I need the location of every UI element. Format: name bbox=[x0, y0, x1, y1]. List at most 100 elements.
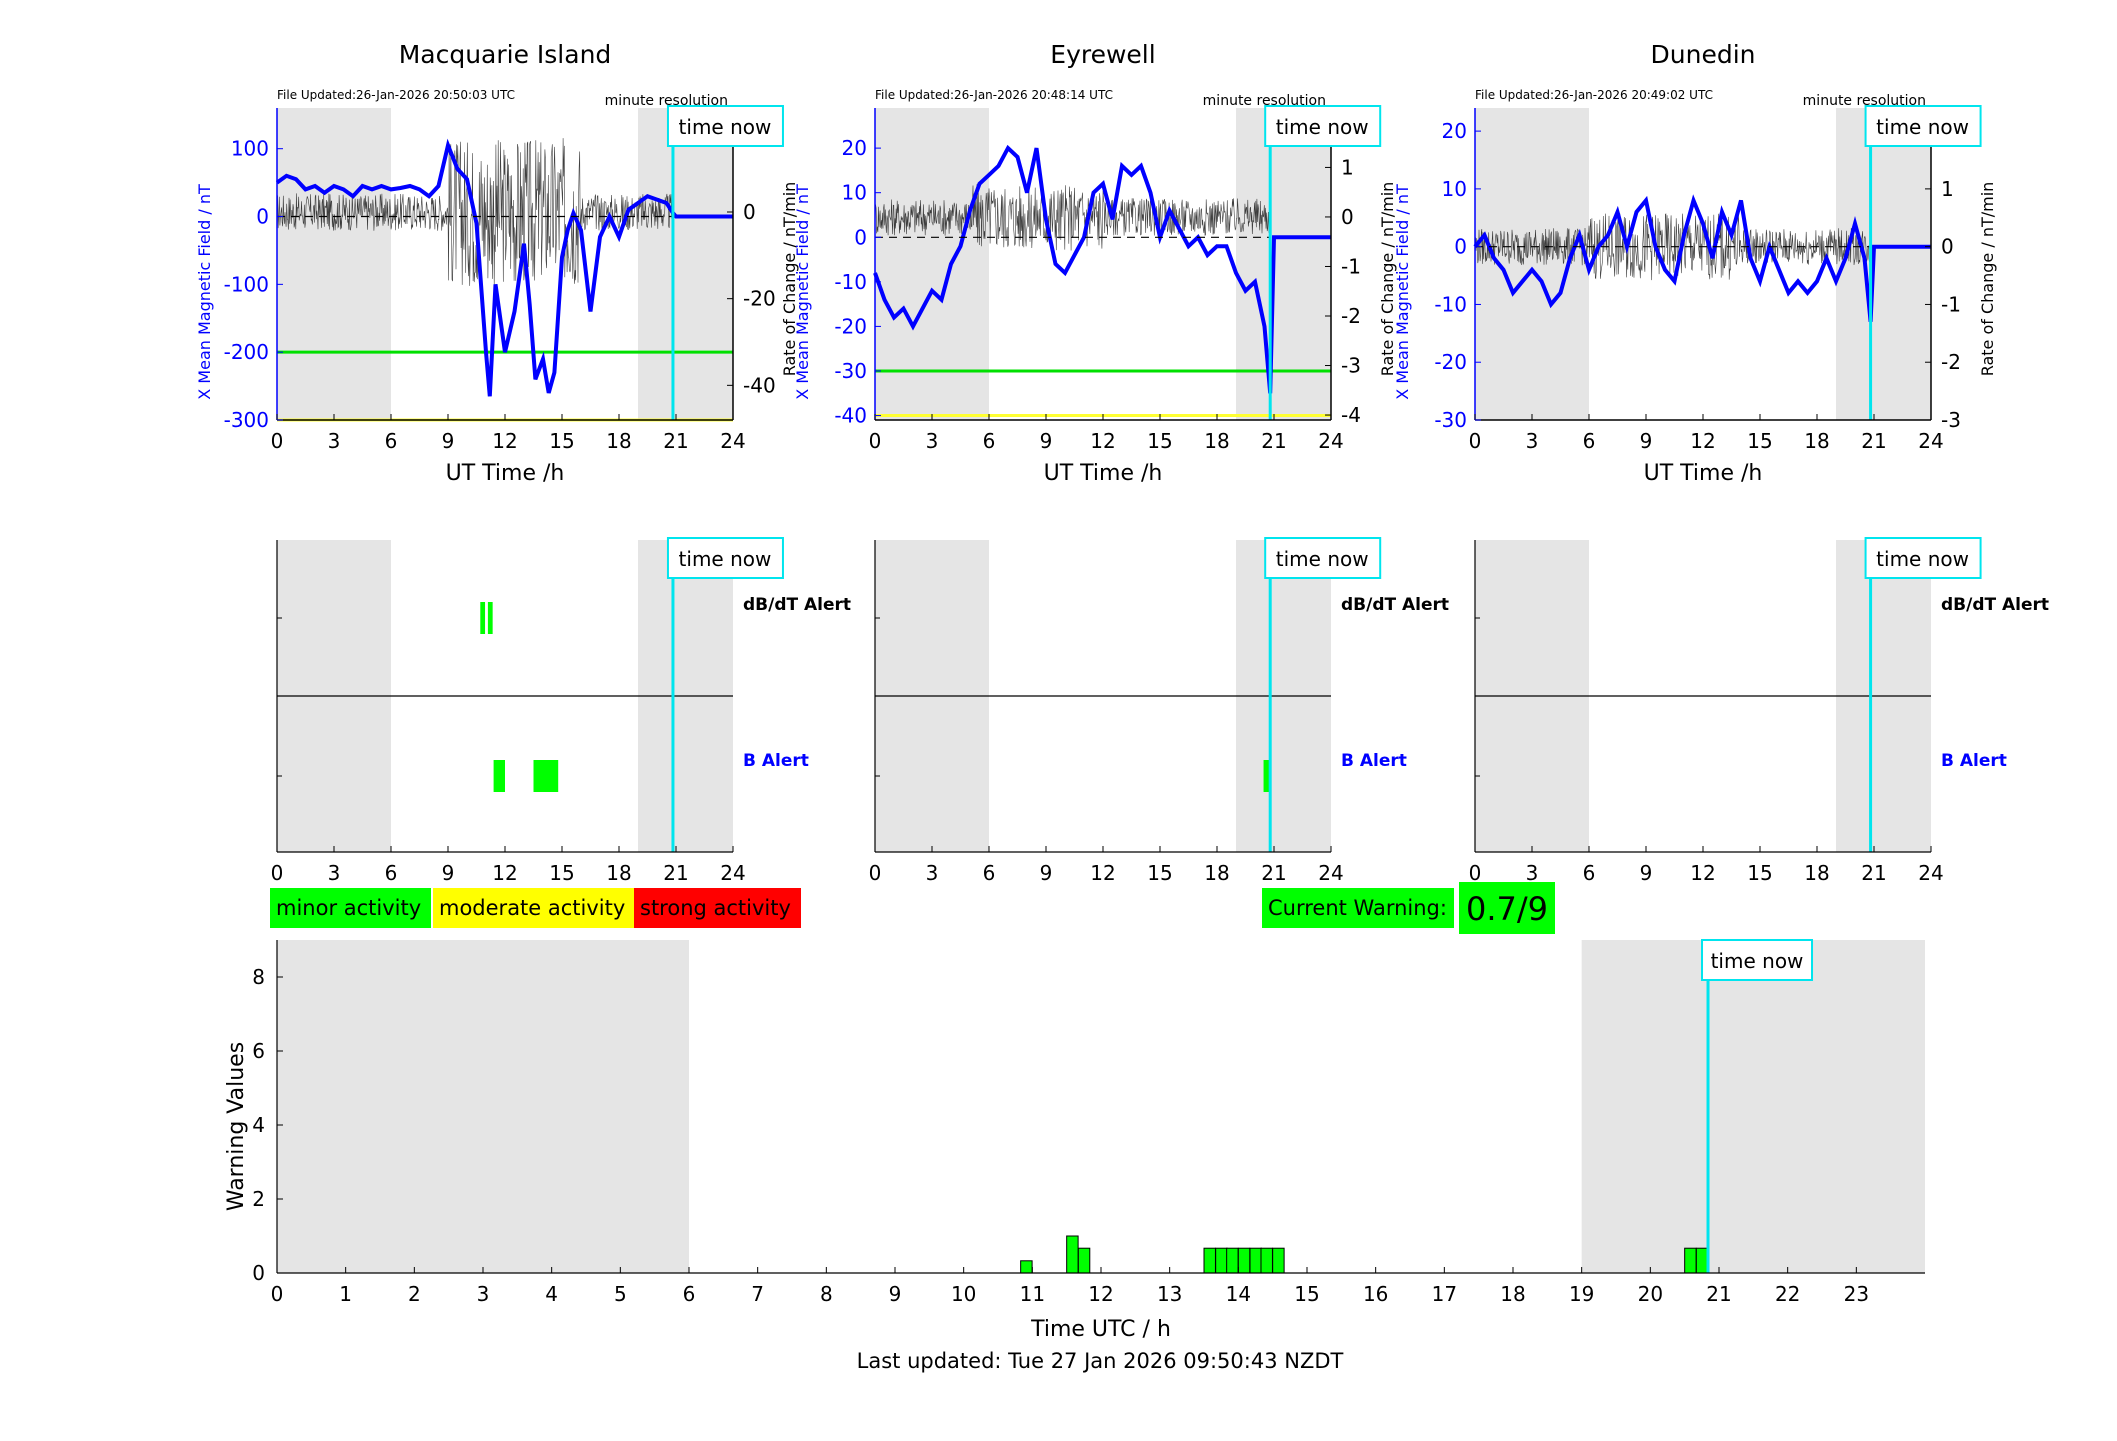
warning-bar bbox=[1237, 1247, 1251, 1274]
x-tick-label: 23 bbox=[1844, 1282, 1869, 1306]
current-warning: Current Warning: 0.7/9 bbox=[1262, 882, 1555, 934]
y-tick-label-right: -1 bbox=[1941, 292, 1961, 316]
legend-label: moderate activity bbox=[439, 896, 625, 920]
x-tick-label: 0 bbox=[1469, 861, 1482, 885]
panel-title: Dunedin bbox=[1651, 40, 1756, 69]
time-now-label: time now bbox=[679, 547, 772, 571]
x-tick-label: 24 bbox=[720, 429, 745, 453]
x-tick-label: 6 bbox=[385, 429, 398, 453]
x-tick-label: 2 bbox=[408, 1282, 421, 1306]
x-tick-label: 12 bbox=[1088, 1282, 1113, 1306]
night-shading bbox=[277, 108, 391, 420]
y-tick-label-left: -300 bbox=[224, 408, 269, 432]
rate-of-change-line bbox=[276, 138, 673, 286]
night-shading bbox=[1836, 108, 1931, 420]
y-axis-label-right: Rate of Change / nT/min bbox=[1378, 182, 1397, 377]
x-tick-label: 12 bbox=[492, 861, 517, 885]
legend-swatch bbox=[433, 888, 634, 928]
b-alert-block bbox=[533, 760, 559, 792]
y-tick-label-left: -100 bbox=[224, 272, 269, 296]
x-tick-label: 21 bbox=[1861, 861, 1886, 885]
y-axis-label-right: Rate of Change / nT/min bbox=[1978, 182, 1997, 377]
x-tick-label: 24 bbox=[1318, 429, 1343, 453]
y-tick-label-left: 0 bbox=[854, 225, 867, 249]
y-tick-label: 2 bbox=[252, 1187, 265, 1211]
legend-label: minor activity bbox=[276, 896, 421, 920]
x-tick-label: 3 bbox=[926, 861, 939, 885]
y-tick-label-left: -20 bbox=[1434, 350, 1467, 374]
x-tick-label: 3 bbox=[477, 1282, 490, 1306]
time-now-box bbox=[1864, 105, 1982, 147]
x-tick-label: 12 bbox=[1690, 429, 1715, 453]
x-tick-label: 3 bbox=[328, 429, 341, 453]
file-updated-text: File Updated:26-Jan-2026 20:50:03 UTC bbox=[277, 88, 515, 102]
time-now-box bbox=[1264, 537, 1382, 579]
x-tick-label: 18 bbox=[1204, 861, 1229, 885]
night-shading bbox=[638, 108, 733, 420]
warning-values-panel: 0 1 2 3 4 5 6 7 8 9 10 11 12 13 14 15 16 17 18 19 20 21 22 2302… bbox=[224, 939, 1925, 1342]
last-updated-footer: Last updated: Tue 27 Jan 2026 09:50:43 N… bbox=[857, 1349, 1344, 1373]
x-tick-label: 15 bbox=[1747, 861, 1772, 885]
x-tick-label: 21 bbox=[1261, 861, 1286, 885]
warning-bar bbox=[1260, 1247, 1273, 1274]
y-tick-label-right: -2 bbox=[1941, 350, 1961, 374]
x-tick-label: 24 bbox=[1318, 861, 1343, 885]
y-tick-label: 4 bbox=[252, 1113, 265, 1137]
y-tick-label-left: -30 bbox=[1434, 408, 1467, 432]
current-warning-label: Current Warning: bbox=[1268, 896, 1447, 920]
x-tick-label: 3 bbox=[926, 429, 939, 453]
x-tick-label: 15 bbox=[1294, 1282, 1319, 1306]
time-now-box bbox=[1864, 537, 1982, 579]
rate-of-change-line bbox=[1474, 212, 1871, 281]
x-tick-label: 18 bbox=[1500, 1282, 1525, 1306]
x-tick-label: 10 bbox=[951, 1282, 976, 1306]
x-tick-label: 17 bbox=[1432, 1282, 1457, 1306]
legend-swatch bbox=[634, 888, 801, 928]
legend-swatch bbox=[270, 888, 431, 928]
current-warning-label-box bbox=[1262, 888, 1454, 928]
dbdt-alert-label: dB/dT Alert bbox=[1941, 595, 2049, 615]
x-axis-label: UT Time /h bbox=[446, 461, 565, 486]
warning-bar bbox=[1215, 1247, 1228, 1274]
y-tick-label-left: 0 bbox=[1454, 235, 1467, 259]
y-tick-label-right: -3 bbox=[1341, 354, 1361, 378]
night-shading bbox=[277, 940, 689, 1273]
y-axis-label-left: X Mean Magnetic Field / nT bbox=[793, 184, 812, 400]
x-tick-label: 13 bbox=[1157, 1282, 1182, 1306]
x-tick-label: 9 bbox=[442, 429, 455, 453]
panel-title: Macquarie Island bbox=[399, 40, 612, 69]
warning-bar bbox=[1684, 1247, 1697, 1274]
x-tick-label: 18 bbox=[1804, 429, 1829, 453]
x-axis-label: Time UTC / h bbox=[1030, 1317, 1171, 1342]
dbdt-alert-block bbox=[480, 602, 486, 634]
b-alert-label: B Alert bbox=[743, 751, 809, 771]
warning-bar bbox=[1203, 1247, 1216, 1274]
time-now-label: time now bbox=[1276, 547, 1369, 571]
y-tick-label-right: 0 bbox=[1941, 235, 1954, 259]
x-tick-label: 0 bbox=[271, 1282, 284, 1306]
time-now-box bbox=[666, 537, 784, 579]
x-tick-label: 18 bbox=[606, 861, 631, 885]
field-panel-1: 0369121518212420100-10-20-30-40210-1-2-3… bbox=[793, 40, 1397, 486]
x-tick-label: 15 bbox=[1147, 861, 1172, 885]
x-tick-label: 15 bbox=[1147, 429, 1172, 453]
night-shading bbox=[875, 108, 989, 420]
x-tick-label: 14 bbox=[1226, 1282, 1251, 1306]
x-tick-label: 24 bbox=[1918, 429, 1943, 453]
y-tick-label: 8 bbox=[252, 965, 265, 989]
x-tick-label: 15 bbox=[1747, 429, 1772, 453]
x-tick-label: 18 bbox=[1804, 861, 1829, 885]
b-alert-label: B Alert bbox=[1941, 751, 2007, 771]
x-tick-label: 8 bbox=[820, 1282, 833, 1306]
y-tick-label-left: 10 bbox=[1442, 177, 1467, 201]
y-tick-label-left: -20 bbox=[834, 314, 867, 338]
time-now-box bbox=[1264, 105, 1382, 147]
x-tick-label: 12 bbox=[1690, 861, 1715, 885]
x-tick-label: 6 bbox=[983, 861, 996, 885]
legend-label: strong activity bbox=[640, 896, 791, 920]
alert-panel-0: 0 3 6 9 12 15 18 21 24 dB/dT Alert B Alert time now bbox=[271, 537, 851, 885]
x-tick-label: 5 bbox=[614, 1282, 627, 1306]
x-tick-label: 9 bbox=[442, 861, 455, 885]
x-tick-label: 9 bbox=[1640, 429, 1653, 453]
